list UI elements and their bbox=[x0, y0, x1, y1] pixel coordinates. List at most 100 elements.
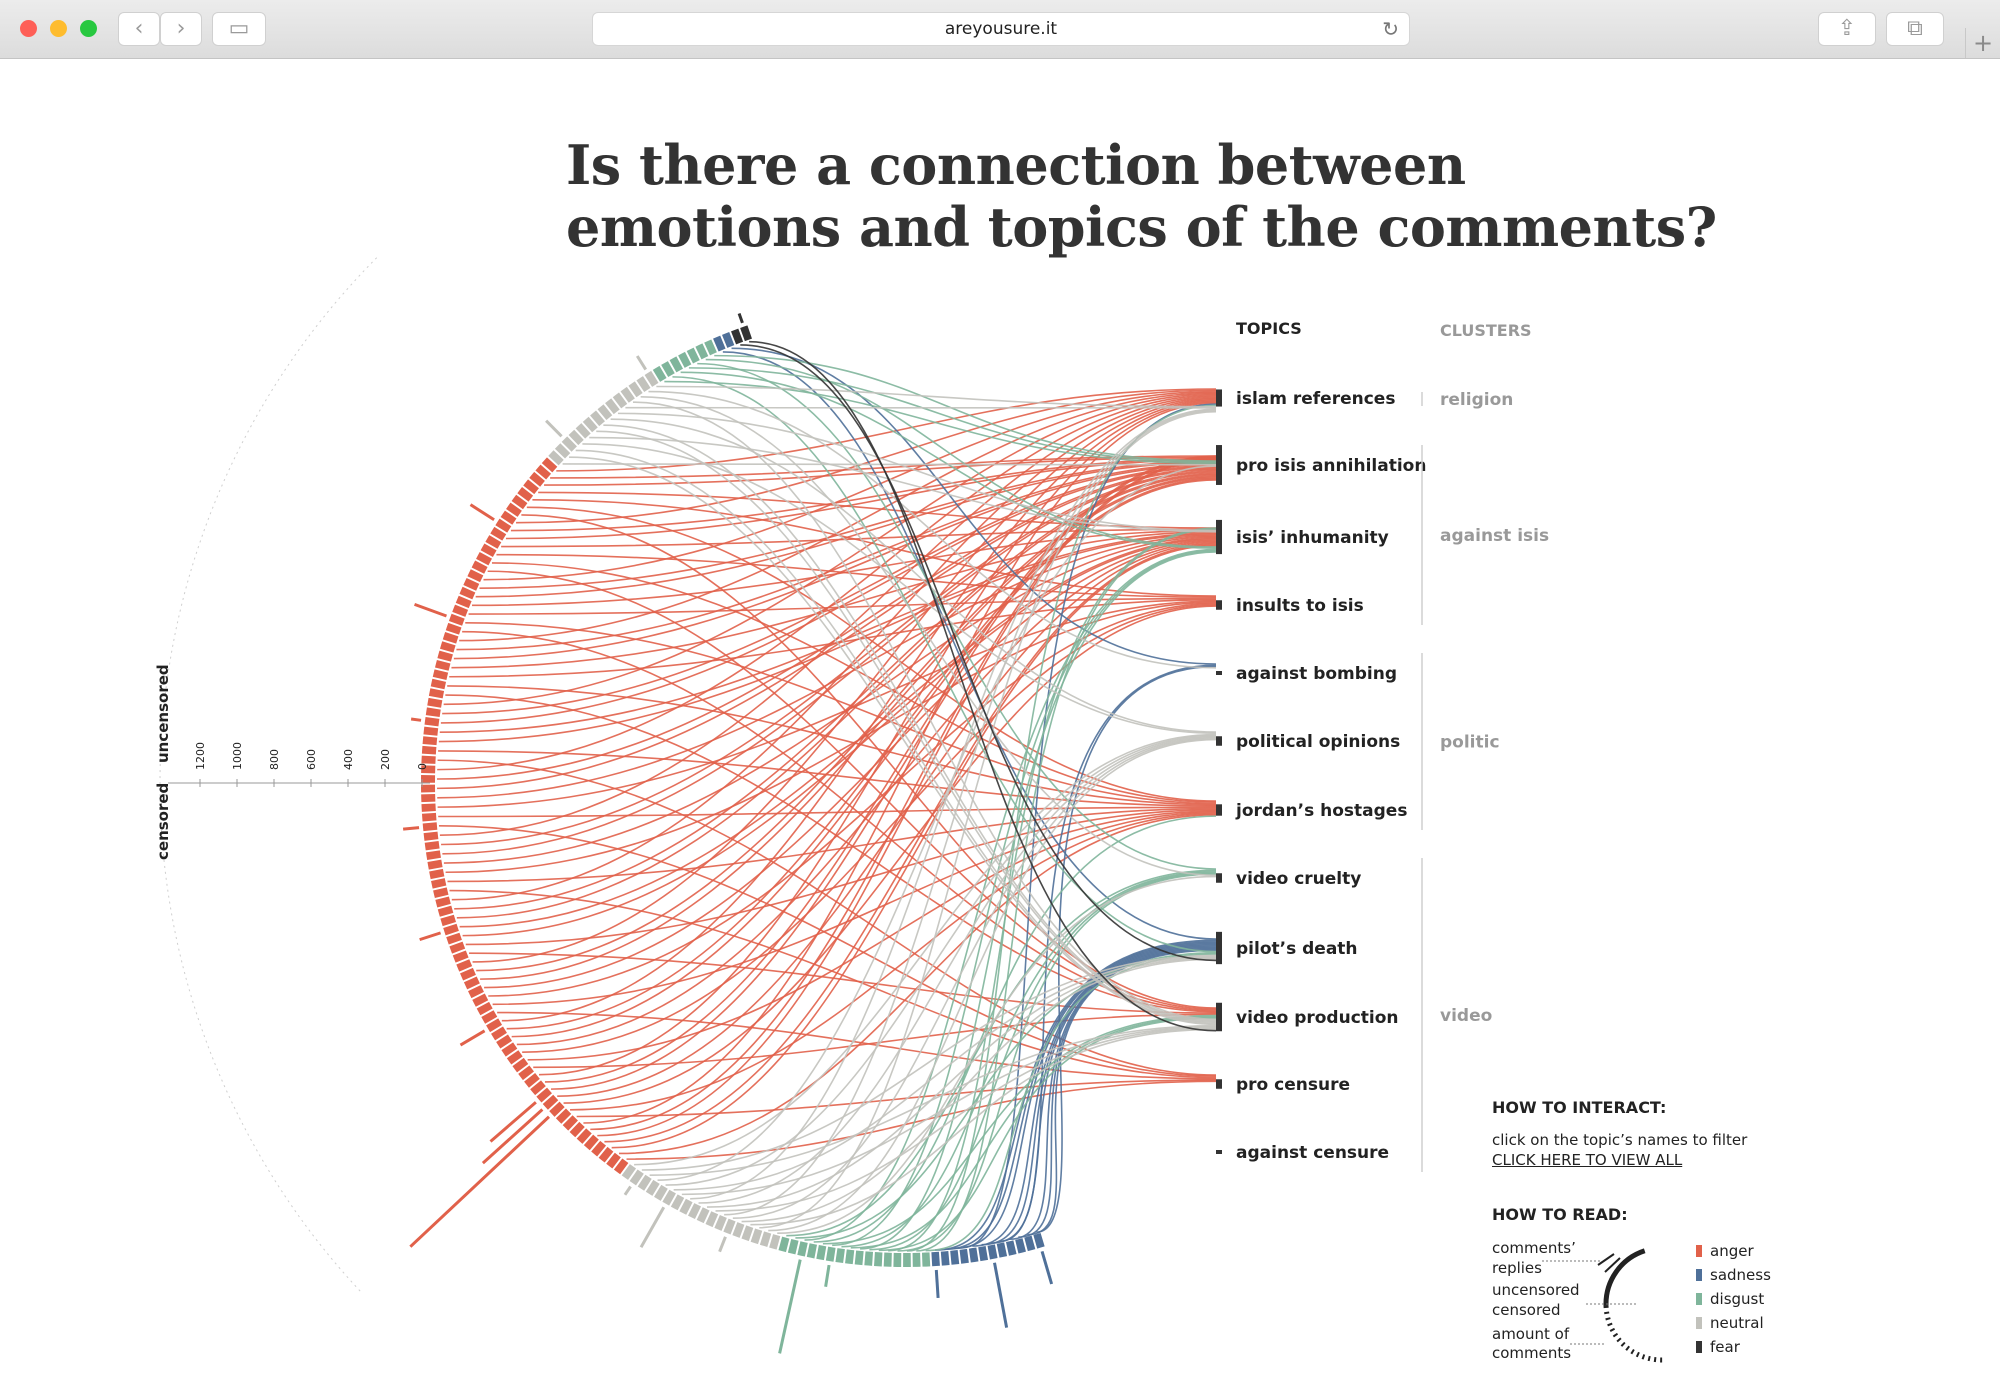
flow-line-disgust bbox=[841, 870, 1217, 1248]
flow-line-neutral bbox=[610, 418, 1217, 733]
axis-tick-label: 200 bbox=[379, 749, 392, 770]
emotion-arc bbox=[421, 325, 1045, 1267]
flow-line-fear bbox=[749, 340, 1217, 1032]
topic-label[interactable]: jordan’s hostages bbox=[1235, 801, 1407, 821]
arc-segment-anger bbox=[421, 745, 437, 755]
topic-label[interactable]: pilot’s death bbox=[1236, 939, 1358, 959]
new-tab-button[interactable]: + bbox=[1965, 28, 2000, 58]
flow-line-disgust bbox=[869, 871, 1217, 1251]
arc-segment-anger bbox=[598, 1146, 614, 1163]
topic-label[interactable]: video production bbox=[1236, 1008, 1399, 1028]
count-bar-neutral bbox=[623, 1185, 632, 1196]
flow-line-disgust bbox=[813, 815, 1217, 1243]
window-minimize-button[interactable] bbox=[50, 20, 67, 37]
flow-line-neutral bbox=[715, 1027, 1217, 1212]
topic-label[interactable]: insults to isis bbox=[1236, 596, 1364, 616]
arc-segment-neutral bbox=[582, 416, 598, 433]
flow-line-anger bbox=[516, 541, 1217, 1046]
flow-line-neutral bbox=[617, 412, 1217, 532]
arc-segment-anger bbox=[425, 850, 441, 861]
arc-segment-neutral bbox=[561, 436, 577, 452]
sidebar-toggle-button[interactable]: ▭ bbox=[212, 12, 266, 46]
flow-line-sadness bbox=[935, 939, 1217, 1251]
topic-label[interactable]: video cruelty bbox=[1236, 869, 1361, 889]
legend-reply-tick bbox=[1604, 1257, 1621, 1273]
arc-segment-anger bbox=[480, 543, 497, 558]
flow-line-disgust bbox=[850, 1016, 1217, 1249]
arc-segment-neutral bbox=[679, 1198, 693, 1215]
forward-button[interactable]: › bbox=[160, 12, 202, 46]
arc-segment-anger bbox=[511, 494, 528, 510]
title-line-1: Is there a connection between bbox=[566, 133, 1466, 197]
topic-label[interactable]: pro isis annihilation bbox=[1236, 456, 1426, 476]
view-all-link[interactable]: CLICK HERE TO VIEW ALL bbox=[1492, 1151, 1683, 1169]
censored-axis-label: censored bbox=[154, 783, 172, 860]
flow-line-disgust bbox=[822, 1014, 1217, 1245]
arc-segment-anger bbox=[437, 650, 453, 662]
url-text: areyousure.it bbox=[944, 19, 1058, 39]
arc-segment-anger bbox=[443, 923, 459, 936]
arc-segment-anger bbox=[541, 457, 558, 473]
axis-tick-label: 0 bbox=[416, 763, 429, 770]
legend-arc-dashed bbox=[1603, 1305, 1665, 1363]
flow-line-sadness bbox=[722, 351, 1217, 940]
topic-label[interactable]: against bombing bbox=[1236, 664, 1397, 684]
arc-segment-disgust bbox=[686, 347, 700, 364]
arc-segment-anger bbox=[517, 487, 534, 502]
back-button[interactable]: ‹ bbox=[118, 12, 160, 46]
arc-segment-disgust bbox=[874, 1252, 883, 1267]
flow-line-disgust bbox=[672, 376, 1217, 953]
arc-segment-anger bbox=[442, 632, 459, 644]
arc-segment-disgust bbox=[797, 1241, 808, 1257]
arc-segment-anger bbox=[496, 1034, 513, 1049]
page-title: Is there a connection between emotions a… bbox=[566, 134, 1717, 258]
topic-label[interactable]: islam references bbox=[1236, 389, 1395, 409]
flow-line-anger bbox=[472, 398, 1217, 963]
arc-segment-anger bbox=[448, 613, 465, 626]
uncensored-axis-label: uncensored bbox=[154, 664, 172, 763]
arc-segment-neutral bbox=[723, 1218, 736, 1235]
arc-segment-anger bbox=[524, 1072, 540, 1088]
topic-label[interactable]: against censure bbox=[1236, 1143, 1389, 1163]
arc-segment-neutral bbox=[636, 376, 651, 392]
flow-line-anger bbox=[462, 538, 1217, 937]
flow-line-anger bbox=[491, 562, 1217, 804]
legend-label-neutral: neutral bbox=[1710, 1314, 1764, 1332]
arc-segment-anger bbox=[491, 1026, 507, 1041]
arc-segment-disgust bbox=[835, 1248, 845, 1264]
legend-label-anger: anger bbox=[1710, 1242, 1754, 1260]
arc-segment-sadness bbox=[950, 1250, 960, 1265]
address-bar[interactable]: areyousure.it ↻ bbox=[592, 12, 1410, 46]
flow-line-anger bbox=[532, 499, 1217, 597]
share-button[interactable]: ⇪ bbox=[1818, 12, 1876, 46]
arc-segment-neutral bbox=[705, 1211, 719, 1228]
flow-line-disgust bbox=[786, 869, 1217, 1237]
flow-line-anger bbox=[465, 622, 1217, 805]
arc-segment-anger bbox=[506, 502, 522, 517]
count-bar-anger bbox=[481, 1108, 544, 1165]
axis-tick-label: 600 bbox=[305, 749, 318, 770]
flow-line-neutral bbox=[741, 958, 1217, 1223]
topic-label[interactable]: political opinions bbox=[1236, 732, 1400, 752]
topic-marker bbox=[1216, 671, 1222, 675]
topics-header: TOPICS bbox=[1236, 319, 1302, 338]
topic-label[interactable]: isis’ inhumanity bbox=[1236, 528, 1389, 548]
arc-segment-neutral bbox=[696, 1207, 710, 1224]
axis-tick-label: 400 bbox=[342, 749, 355, 770]
arc-segment-anger bbox=[421, 774, 436, 783]
flow-line-neutral bbox=[657, 465, 1217, 1182]
tabs-overview-button[interactable]: ⧉ bbox=[1886, 12, 1944, 46]
topic-label[interactable]: pro censure bbox=[1236, 1075, 1350, 1095]
arc-segment-disgust bbox=[912, 1252, 921, 1267]
topic-marker bbox=[1216, 1079, 1222, 1089]
arc-segment-neutral bbox=[714, 1215, 727, 1231]
reload-icon[interactable]: ↻ bbox=[1382, 17, 1399, 41]
topic-list: TOPICS CLUSTERS islam references pro isis a… bbox=[1216, 319, 1532, 1163]
flow-line-anger bbox=[516, 389, 1217, 524]
window-close-button[interactable] bbox=[20, 20, 37, 37]
count-bar-sadness bbox=[934, 1269, 940, 1299]
flow-line-anger bbox=[438, 825, 1217, 1078]
flow-line-neutral bbox=[641, 954, 1217, 1171]
read-replies-line2: replies bbox=[1492, 1259, 1542, 1277]
window-zoom-button[interactable] bbox=[80, 20, 97, 37]
